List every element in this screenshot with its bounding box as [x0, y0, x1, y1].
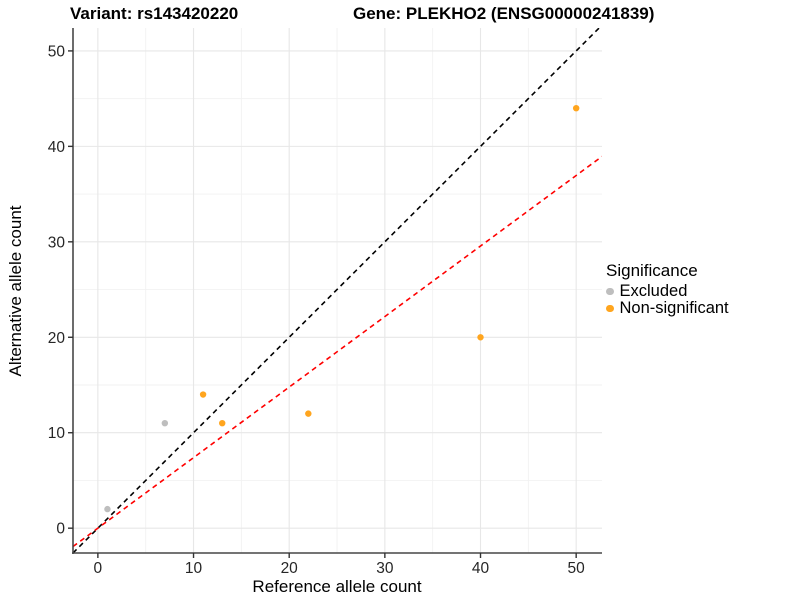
data-point-non-significant	[199, 391, 207, 398]
plot-title-variant: Variant: rs143420220	[70, 4, 239, 23]
fit-line	[73, 155, 602, 548]
legend-item-label: Excluded	[619, 282, 688, 300]
x-tick-label: 20	[281, 560, 299, 577]
y-tick-label: 0	[56, 521, 65, 538]
excluded-dot-icon	[606, 287, 614, 296]
legend-item-label: Non-significant	[619, 299, 729, 317]
non-significant-dot-icon	[606, 304, 614, 313]
x-tick-label: 0	[94, 560, 103, 577]
legend: Significance Excluded Non-significant	[606, 261, 729, 317]
legend-item-excluded: Excluded	[606, 282, 729, 300]
x-tick-label: 10	[185, 560, 203, 577]
y-tick-label: 20	[48, 330, 66, 347]
y-tick-label: 30	[48, 234, 66, 251]
y-tick-label: 40	[48, 139, 66, 156]
data-point-excluded	[161, 419, 169, 427]
x-axis-title: Reference allele count	[252, 577, 422, 596]
data-point-non-significant	[219, 419, 226, 427]
plot-title-gene: Gene: PLEKHO2 (ENSG00000241839)	[353, 4, 655, 23]
x-tick-label: 30	[376, 560, 394, 577]
x-tick-label: 40	[472, 560, 490, 577]
y-axis-title: Alternative allele count	[6, 205, 25, 377]
y-tick-label: 50	[48, 43, 66, 60]
x-tick-label: 50	[568, 560, 586, 577]
identity-line	[73, 28, 601, 553]
data-point-non-significant	[305, 410, 312, 417]
legend-title: Significance	[606, 261, 698, 280]
data-point-non-significant	[572, 104, 580, 112]
data-point-excluded	[104, 505, 111, 513]
y-tick-label: 10	[48, 425, 66, 442]
legend-item-non-significant: Non-significant	[606, 299, 729, 317]
data-point-non-significant	[477, 334, 484, 341]
